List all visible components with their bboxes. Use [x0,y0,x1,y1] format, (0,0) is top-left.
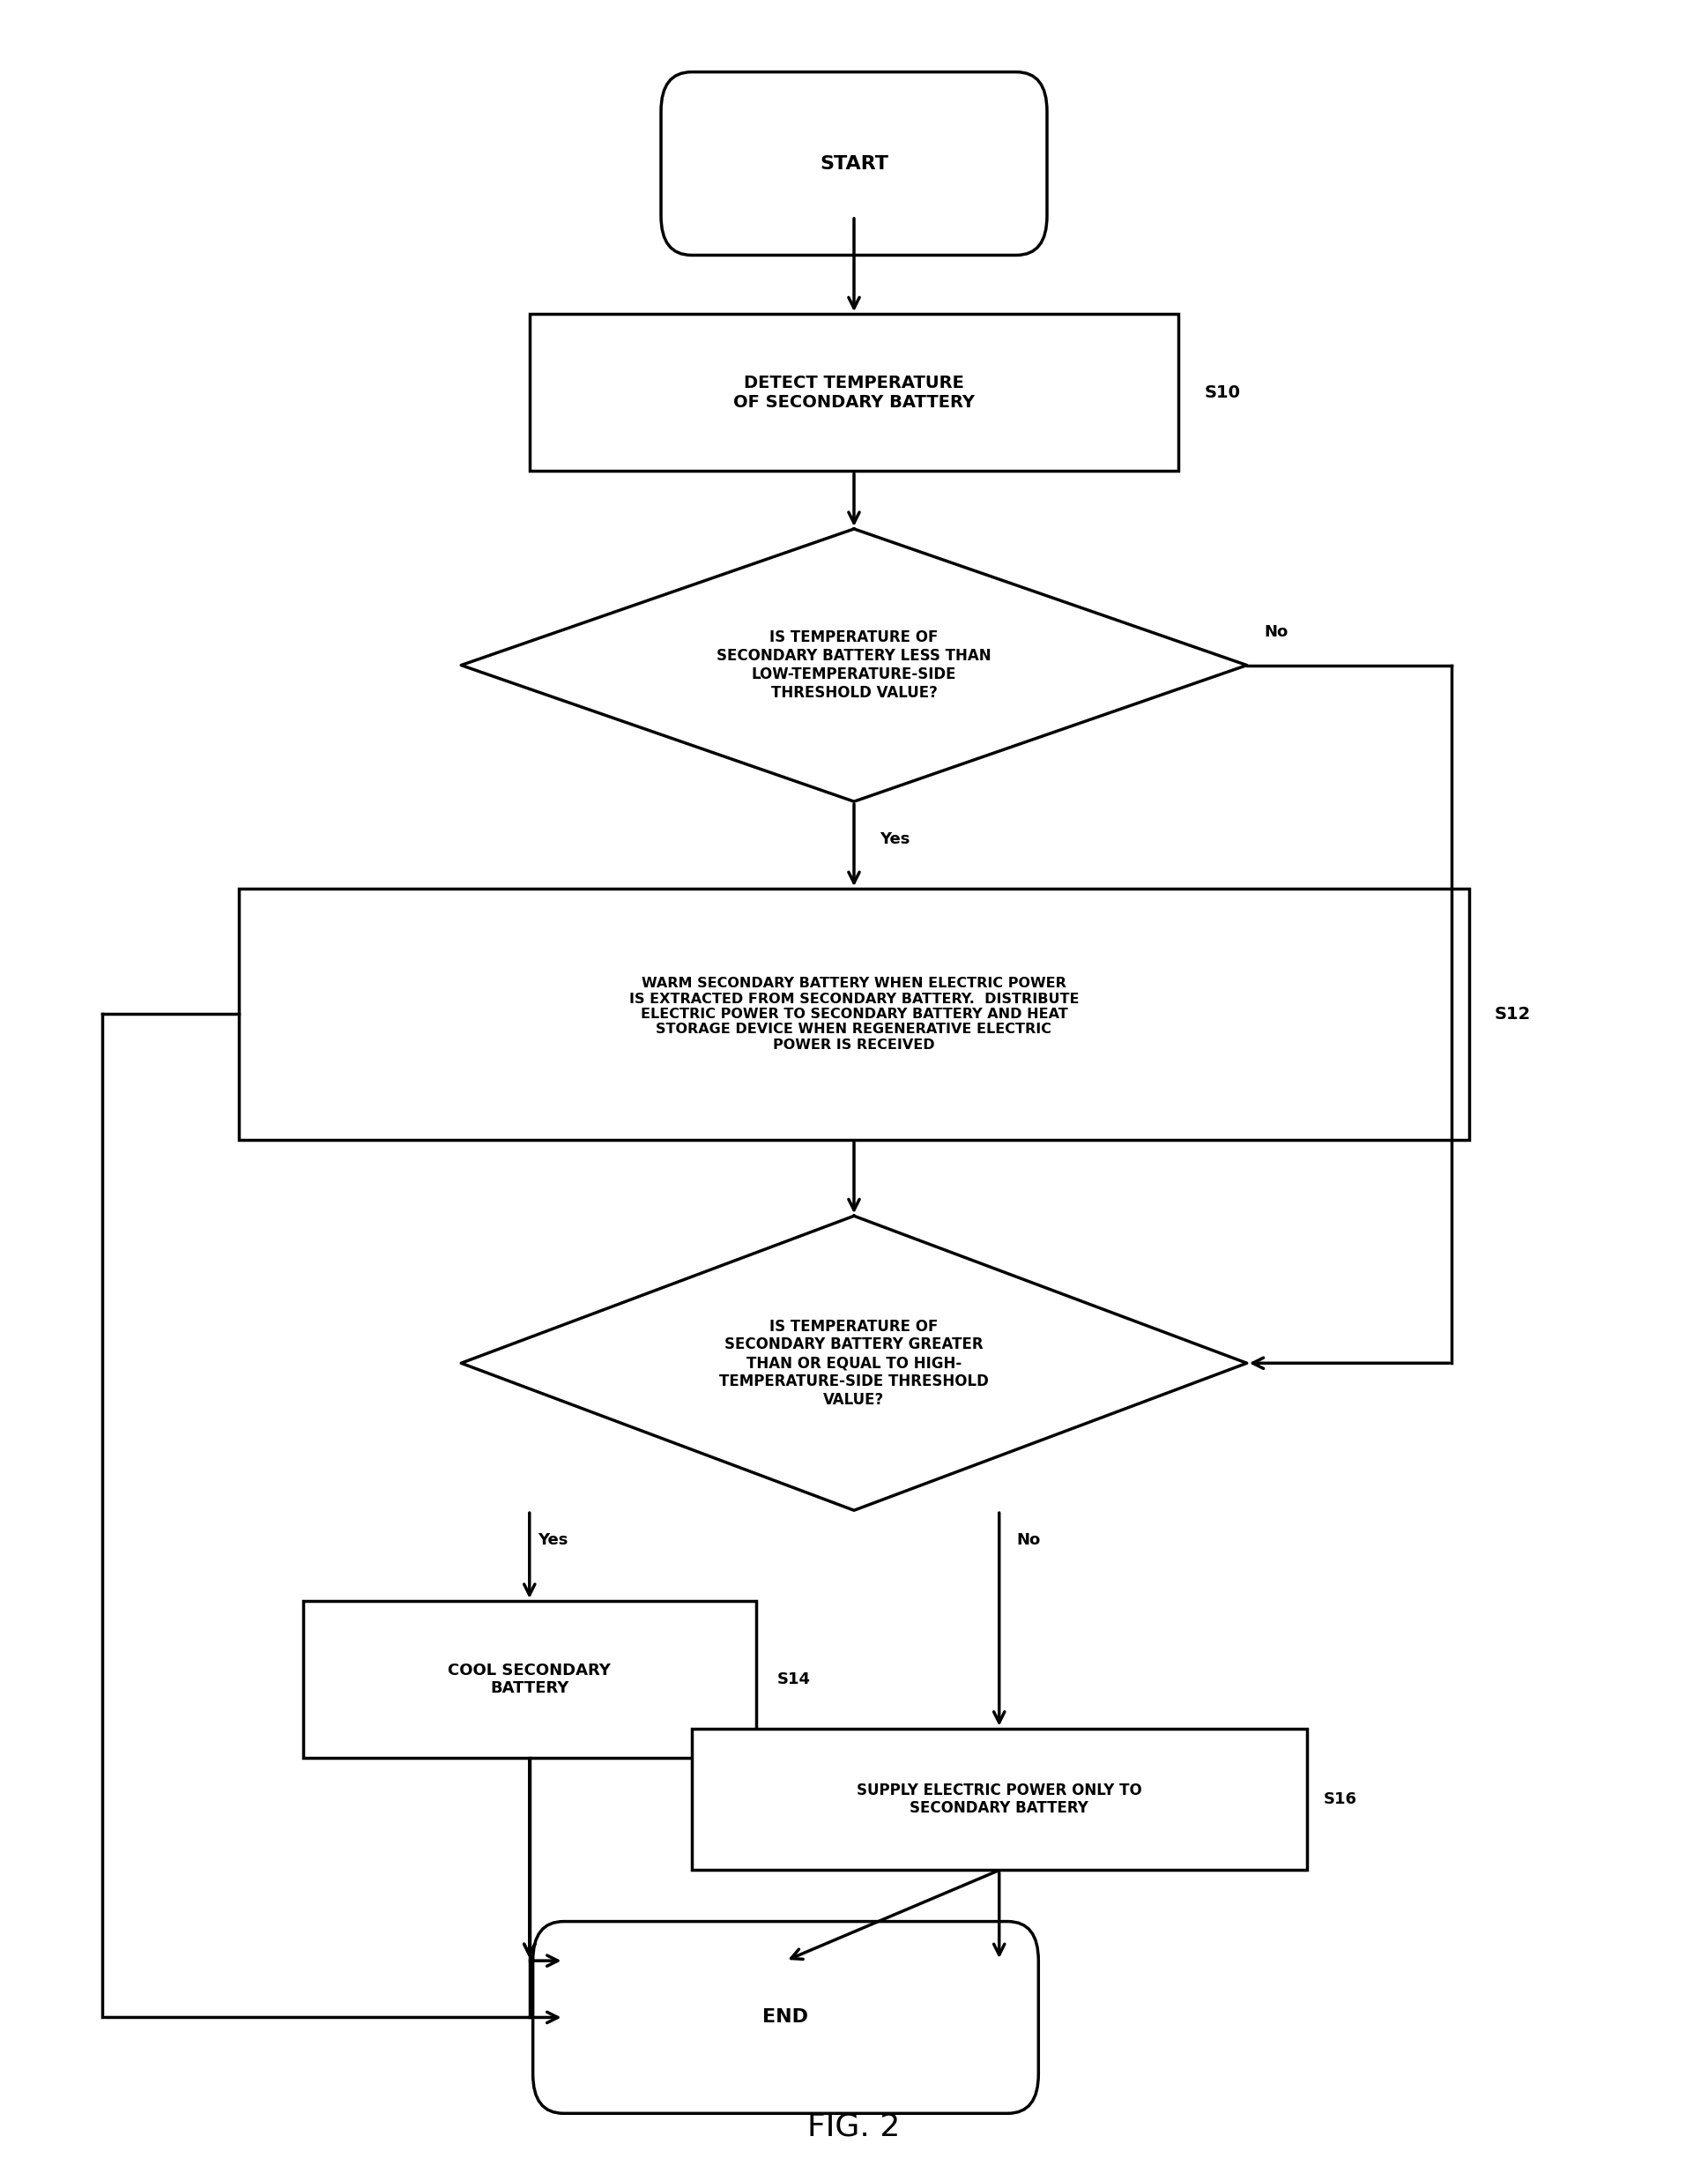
Text: DETECT TEMPERATURE
OF SECONDARY BATTERY: DETECT TEMPERATURE OF SECONDARY BATTERY [733,375,975,410]
Text: No: No [1264,624,1288,641]
Polygon shape [461,1217,1247,1509]
Bar [239,890,1469,1138]
FancyBboxPatch shape [533,1921,1038,2113]
FancyBboxPatch shape [661,72,1047,255]
Bar [304,1601,755,1758]
Text: Yes: Yes [880,831,910,848]
Text: S10: S10 [1204,384,1240,401]
Text: S16: S16 [1324,1791,1358,1808]
Text: IS TEMPERATURE OF
SECONDARY BATTERY LESS THAN
LOW-TEMPERATURE-SIDE
THRESHOLD VAL: IS TEMPERATURE OF SECONDARY BATTERY LESS… [717,630,991,700]
Text: WARM SECONDARY BATTERY WHEN ELECTRIC POWER
IS EXTRACTED FROM SECONDARY BATTERY. : WARM SECONDARY BATTERY WHEN ELECTRIC POW… [629,977,1079,1051]
Text: COOL SECONDARY
BATTERY: COOL SECONDARY BATTERY [447,1662,611,1697]
Text: S12: S12 [1494,1005,1530,1023]
Text: Yes: Yes [538,1531,569,1549]
Text: IS TEMPERATURE OF
SECONDARY BATTERY GREATER
THAN OR EQUAL TO HIGH-
TEMPERATURE-S: IS TEMPERATURE OF SECONDARY BATTERY GREA… [719,1320,989,1407]
Text: FIG. 2: FIG. 2 [808,2111,900,2142]
Text: S14: S14 [777,1671,811,1688]
Bar [692,1727,1307,1871]
Text: START: START [820,155,888,172]
Bar [529,314,1179,471]
Polygon shape [461,530,1247,803]
Text: SUPPLY ELECTRIC POWER ONLY TO
SECONDARY BATTERY: SUPPLY ELECTRIC POWER ONLY TO SECONDARY … [856,1782,1143,1817]
Text: END: END [763,2009,808,2026]
Text: No: No [1016,1531,1040,1549]
